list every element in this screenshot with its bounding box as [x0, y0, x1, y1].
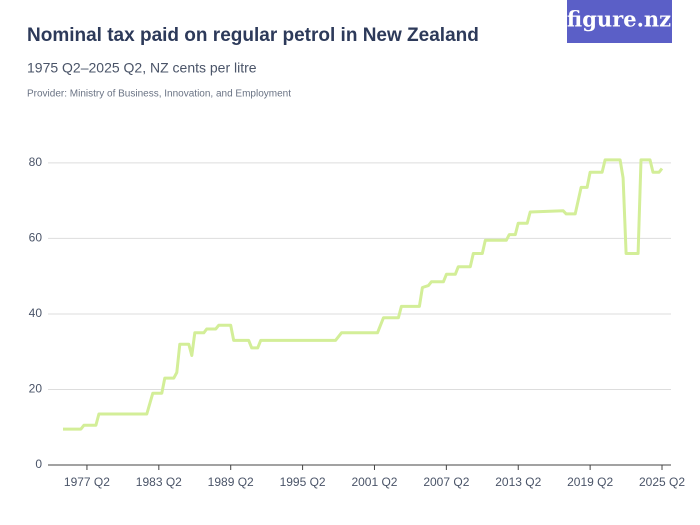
y-tick-label: 80 — [29, 155, 43, 169]
y-tick-label: 20 — [29, 382, 43, 396]
y-tick-label: 60 — [29, 231, 43, 245]
x-tick-label: 1989 Q2 — [208, 475, 254, 489]
y-tick-label: 40 — [29, 306, 43, 320]
x-tick-label: 2019 Q2 — [567, 475, 613, 489]
x-tick-label: 2001 Q2 — [351, 475, 397, 489]
logo-box[interactable] — [567, 0, 672, 43]
logo[interactable]: figure.nz — [567, 7, 671, 32]
provider: Provider: Ministry of Business, Innovati… — [27, 89, 291, 100]
x-tick-label: 1977 Q2 — [64, 475, 110, 489]
chart-title: Nominal tax paid on regular petrol in Ne… — [27, 25, 479, 46]
x-tick-label: 1983 Q2 — [136, 475, 182, 489]
x-tick-label: 1995 Q2 — [280, 475, 326, 489]
x-tick-label: 2025 Q2 — [639, 475, 685, 489]
x-tick-label: 2007 Q2 — [423, 475, 469, 489]
line — [63, 158, 664, 431]
y-tick-label: 0 — [35, 457, 42, 471]
subtitle: 1975 Q2–2025 Q2, NZ cents per litre — [27, 60, 257, 76]
x-tick-label: 2013 Q2 — [495, 475, 541, 489]
